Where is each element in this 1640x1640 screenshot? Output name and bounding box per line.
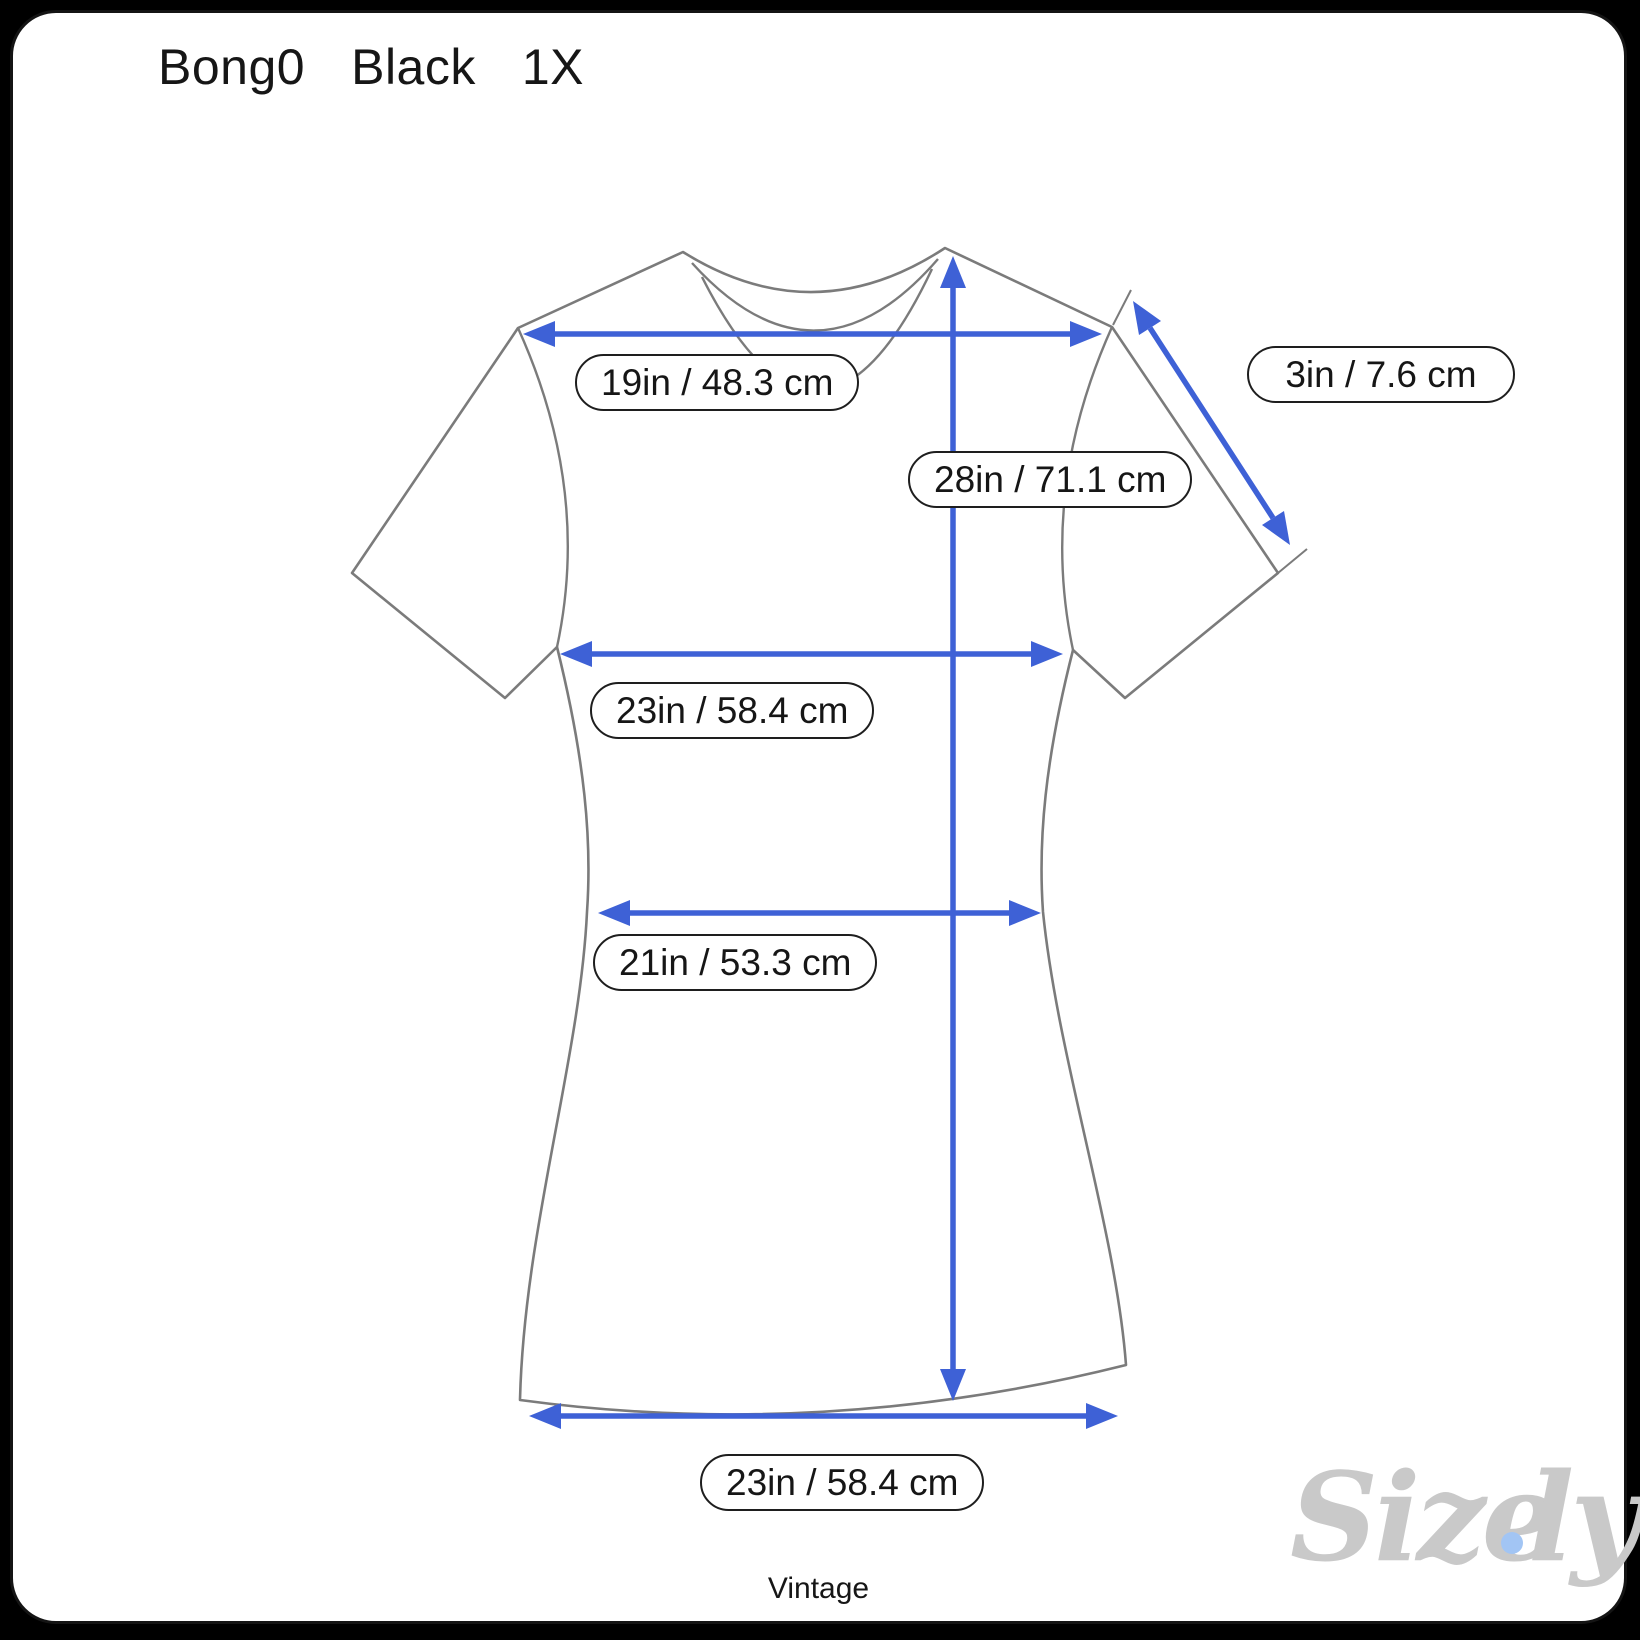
garment-title: Bong0 Black 1X	[158, 38, 584, 96]
era-tag: Vintage	[767, 1572, 870, 1605]
collar-band-line-1	[691, 258, 939, 332]
garment-name: Bong0	[158, 39, 306, 95]
garment-color: Black	[351, 39, 476, 95]
sleeve-measurement-label: 3in / 7.6 cm	[1247, 346, 1515, 403]
sleeve-extension-tick-bottom	[1277, 548, 1308, 574]
sleeve-extension-tick-top	[1112, 289, 1132, 326]
hem-measurement-label: 23in / 58.4 cm	[700, 1454, 985, 1511]
sleeve-arrow	[1133, 301, 1290, 545]
waist-measurement-label: 21in / 53.3 cm	[593, 934, 878, 991]
waist-arrow	[598, 900, 1041, 926]
length-measurement-label: 28in / 71.1 cm	[908, 451, 1193, 508]
sizely-watermark: Size ly	[1290, 1445, 1640, 1589]
chest-arrow	[560, 641, 1063, 667]
watermark-word: Size	[1290, 1445, 1555, 1589]
garment-size-label: 1X	[521, 39, 585, 95]
shoulder-arrow	[523, 321, 1102, 347]
hem-arrow	[529, 1403, 1118, 1429]
armhole-seam-left	[516, 327, 570, 648]
chest-measurement-label: 23in / 58.4 cm	[590, 682, 875, 739]
shoulder-measurement-label: 19in / 48.3 cm	[575, 354, 860, 411]
tshirt-outline	[350, 246, 1280, 1416]
watermark-suffix: ly	[1528, 1445, 1640, 1589]
watermark-dot	[1501, 1532, 1523, 1554]
